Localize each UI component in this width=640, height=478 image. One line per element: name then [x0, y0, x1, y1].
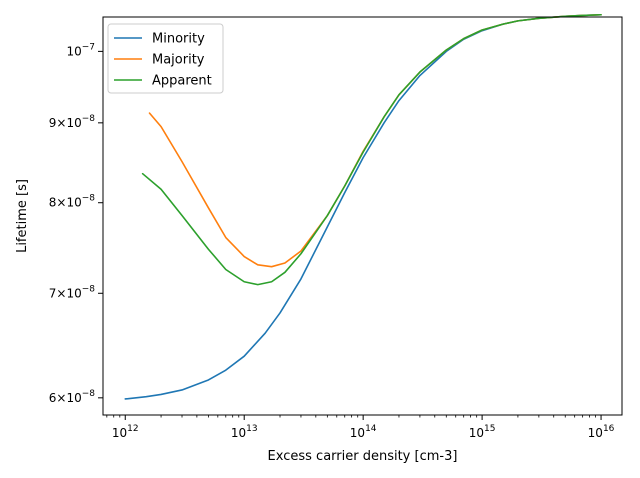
x-tick-exp: 16	[603, 424, 615, 434]
legend-label-apparent: Apparent	[152, 74, 212, 89]
y-tick-base: 10	[66, 196, 81, 210]
legend: Minority Majority Apparent	[107, 23, 224, 94]
y-tick-base: 10	[66, 391, 81, 405]
x-tick-base: 10	[588, 426, 603, 440]
y-tick-base: 10	[66, 44, 81, 58]
x-tick-base: 10	[112, 426, 127, 440]
y-tick-base: 10	[66, 286, 81, 300]
x-tick-exp: 15	[484, 424, 495, 434]
x-tick-base: 10	[469, 426, 484, 440]
series-line-apparent	[141, 13, 602, 286]
x-tick-base: 10	[231, 426, 246, 440]
x-tick-label: 1013	[231, 424, 258, 440]
legend-label-majority: Majority	[152, 53, 205, 68]
legend-frame	[107, 23, 224, 94]
y-tick-mantissa: 9	[49, 116, 57, 130]
y-tick-times: ×	[56, 196, 66, 210]
x-tick-label: 1015	[469, 424, 496, 440]
y-tick-times: ×	[56, 286, 66, 300]
y-tick-times: ×	[56, 116, 66, 130]
y-tick-exp: −8	[82, 284, 96, 294]
y-tick-label: 7×10−8	[49, 284, 96, 300]
y-tick-exp: −7	[82, 42, 95, 52]
y-tick-mantissa: 8	[49, 196, 57, 210]
x-tick-exp: 12	[127, 424, 138, 434]
y-tick-exp: −8	[82, 389, 96, 399]
y-tick-exp: −8	[82, 194, 96, 204]
x-tick-base: 10	[350, 426, 365, 440]
y-tick-exp: −8	[82, 114, 96, 124]
x-axis-label: Excess carrier density [cm-3]	[268, 449, 458, 464]
y-tick-mantissa: 7	[49, 286, 57, 300]
y-tick-times: ×	[56, 391, 66, 405]
series-layer	[124, 13, 602, 400]
plot-frame	[102, 16, 623, 416]
y-tick-base: 10	[66, 116, 81, 130]
legend-label-minority: Minority	[152, 32, 205, 47]
y-tick-label: 8×10−8	[49, 194, 96, 210]
x-tick-label: 1012	[112, 424, 139, 440]
tick-layer: 1012 1013 1014 1015 10166×10−87×10−88×10−89×…	[49, 42, 615, 440]
y-tick-label: 6×10−8	[49, 389, 96, 405]
x-tick-exp: 13	[246, 424, 257, 434]
x-tick-label: 1016	[588, 424, 615, 440]
x-tick-label: 1014	[350, 424, 377, 440]
y-tick-mantissa: 6	[49, 391, 57, 405]
y-tick-label: 10−7	[66, 42, 95, 58]
y-tick-label: 9×10−8	[49, 114, 96, 130]
x-tick-exp: 14	[365, 424, 377, 434]
y-axis-label: Lifetime [s]	[15, 179, 30, 253]
